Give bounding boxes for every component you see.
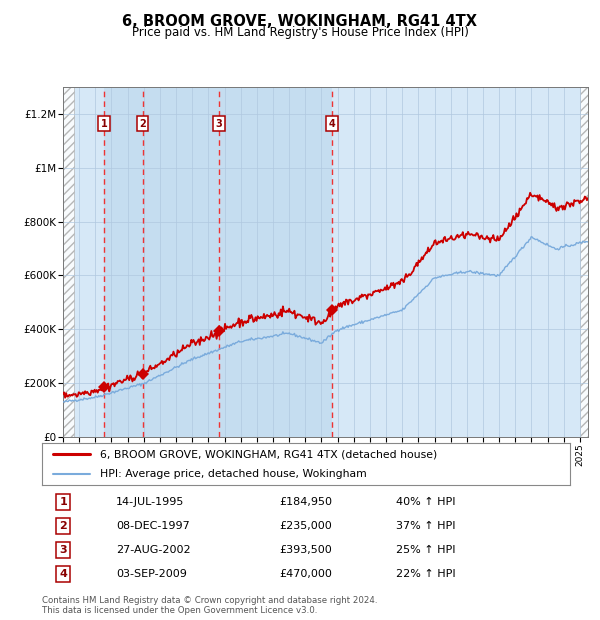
Text: Price paid vs. HM Land Registry's House Price Index (HPI): Price paid vs. HM Land Registry's House … — [131, 26, 469, 39]
Bar — [580, 87, 590, 437]
Text: 4: 4 — [329, 118, 335, 128]
Text: Contains HM Land Registry data © Crown copyright and database right 2024.
This d: Contains HM Land Registry data © Crown c… — [42, 596, 377, 615]
Text: 3: 3 — [59, 546, 67, 556]
Text: 27-AUG-2002: 27-AUG-2002 — [116, 546, 191, 556]
Text: 2: 2 — [139, 118, 146, 128]
Text: £184,950: £184,950 — [280, 497, 332, 507]
Text: £393,500: £393,500 — [280, 546, 332, 556]
Text: 08-DEC-1997: 08-DEC-1997 — [116, 521, 190, 531]
Text: 3: 3 — [215, 118, 222, 128]
Text: 1: 1 — [59, 497, 67, 507]
Text: 14-JUL-1995: 14-JUL-1995 — [116, 497, 184, 507]
Text: £470,000: £470,000 — [280, 569, 332, 579]
Text: 6, BROOM GROVE, WOKINGHAM, RG41 4TX: 6, BROOM GROVE, WOKINGHAM, RG41 4TX — [122, 14, 478, 29]
Text: 2: 2 — [59, 521, 67, 531]
Text: 22% ↑ HPI: 22% ↑ HPI — [396, 569, 455, 579]
Text: 40% ↑ HPI: 40% ↑ HPI — [396, 497, 455, 507]
Text: 37% ↑ HPI: 37% ↑ HPI — [396, 521, 455, 531]
Text: £235,000: £235,000 — [280, 521, 332, 531]
Text: 1: 1 — [101, 118, 107, 128]
Text: 03-SEP-2009: 03-SEP-2009 — [116, 569, 187, 579]
Text: 6, BROOM GROVE, WOKINGHAM, RG41 4TX (detached house): 6, BROOM GROVE, WOKINGHAM, RG41 4TX (det… — [100, 449, 437, 459]
Bar — [63, 87, 74, 437]
Text: HPI: Average price, detached house, Wokingham: HPI: Average price, detached house, Woki… — [100, 469, 367, 479]
Bar — [104, 87, 332, 437]
Text: 4: 4 — [59, 569, 67, 579]
Text: 25% ↑ HPI: 25% ↑ HPI — [396, 546, 455, 556]
